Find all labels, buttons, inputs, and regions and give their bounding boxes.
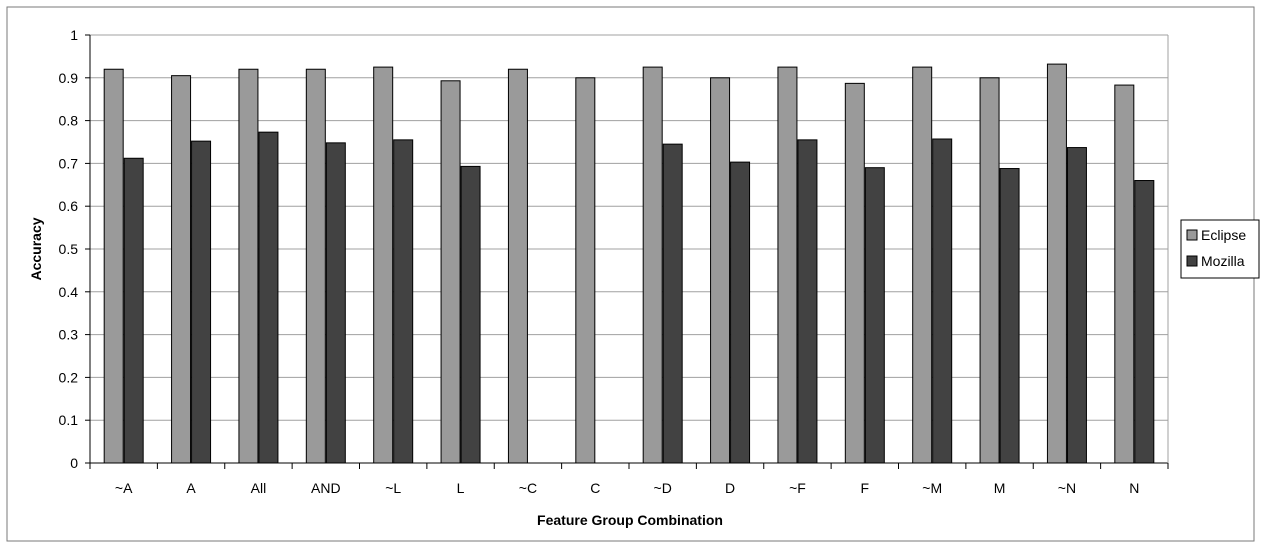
bar-mozilla [393, 139, 414, 464]
x-tick-label: N [1129, 480, 1139, 496]
x-tick-label: C [590, 480, 600, 496]
y-tick-label: 0.3 [59, 327, 79, 343]
x-tick-label: M [994, 480, 1006, 496]
y-tick-label: 0.2 [59, 369, 79, 385]
y-tick-label: 0 [70, 455, 78, 471]
bar-mozilla [258, 131, 279, 464]
bar-eclipse [171, 75, 192, 464]
bar-mozilla [797, 139, 818, 464]
bar-mozilla [932, 138, 953, 464]
x-tick-label: All [251, 480, 267, 496]
x-tick-label: AND [311, 480, 341, 496]
x-tick-label: F [861, 480, 870, 496]
y-tick-label: 0.7 [59, 155, 79, 171]
bar-mozilla [191, 140, 212, 464]
bar-mozilla [662, 143, 683, 464]
bar-eclipse [575, 77, 596, 464]
x-tick-label: ~N [1058, 480, 1076, 496]
bar-mozilla [325, 142, 346, 464]
bar-eclipse [305, 68, 326, 464]
bar-eclipse [710, 77, 731, 464]
x-tick-label: ~L [385, 480, 401, 496]
bar-eclipse [1046, 63, 1067, 464]
bar-eclipse [373, 66, 394, 464]
x-tick-label: L [457, 480, 465, 496]
y-tick-label: 1 [70, 27, 78, 43]
bar-mozilla [864, 167, 885, 464]
y-tick-label: 0.6 [59, 198, 79, 214]
y-tick-label: 0.8 [59, 113, 79, 129]
y-tick-label: 0.5 [59, 241, 79, 257]
legend-label-eclipse: Eclipse [1201, 227, 1246, 243]
legend-swatch-mozilla [1186, 255, 1198, 267]
bar-eclipse [440, 80, 461, 464]
x-tick-label: ~A [115, 480, 133, 496]
bars [103, 63, 1155, 464]
y-tick-label: 0.1 [59, 412, 79, 428]
x-tick-label: A [186, 480, 196, 496]
bar-eclipse [642, 66, 663, 464]
legend-label-mozilla: Mozilla [1201, 253, 1245, 269]
y-tick-labels: 0 0.1 0.2 0.3 0.4 0.5 0.6 0.7 0.8 0.9 1 [59, 27, 79, 471]
x-tick-label: ~M [922, 480, 942, 496]
bar-eclipse [979, 77, 1000, 464]
bar-mozilla [1134, 180, 1155, 464]
legend: Eclipse Mozilla [1180, 219, 1260, 279]
bar-eclipse [507, 68, 528, 464]
bar-eclipse [238, 68, 259, 464]
bar-eclipse [912, 66, 933, 464]
chart-frame [6, 6, 1255, 542]
bar-eclipse [777, 66, 798, 464]
x-tick-label: ~F [789, 480, 806, 496]
bar-mozilla [730, 161, 751, 464]
bar-mozilla [123, 157, 144, 464]
x-tick-label: D [725, 480, 735, 496]
bar-mozilla [1066, 147, 1087, 464]
x-tick-label: ~C [519, 480, 537, 496]
axes [85, 34, 1169, 469]
x-tick-label: ~D [654, 480, 672, 496]
bar-mozilla [999, 168, 1020, 464]
y-tick-label: 0.4 [59, 284, 79, 300]
x-axis-title: Feature Group Combination [537, 512, 723, 528]
bar-eclipse [103, 68, 124, 464]
bar-mozilla [460, 165, 481, 464]
x-tick-labels: ~A A All AND ~L L ~C C ~D D ~F F ~M M ~N N [115, 480, 1139, 496]
bar-eclipse [1114, 84, 1135, 464]
bar-eclipse [844, 82, 865, 464]
legend-swatch-eclipse [1186, 229, 1198, 241]
y-tick-label: 0.9 [59, 70, 79, 86]
y-axis-title: Accuracy [28, 217, 44, 280]
